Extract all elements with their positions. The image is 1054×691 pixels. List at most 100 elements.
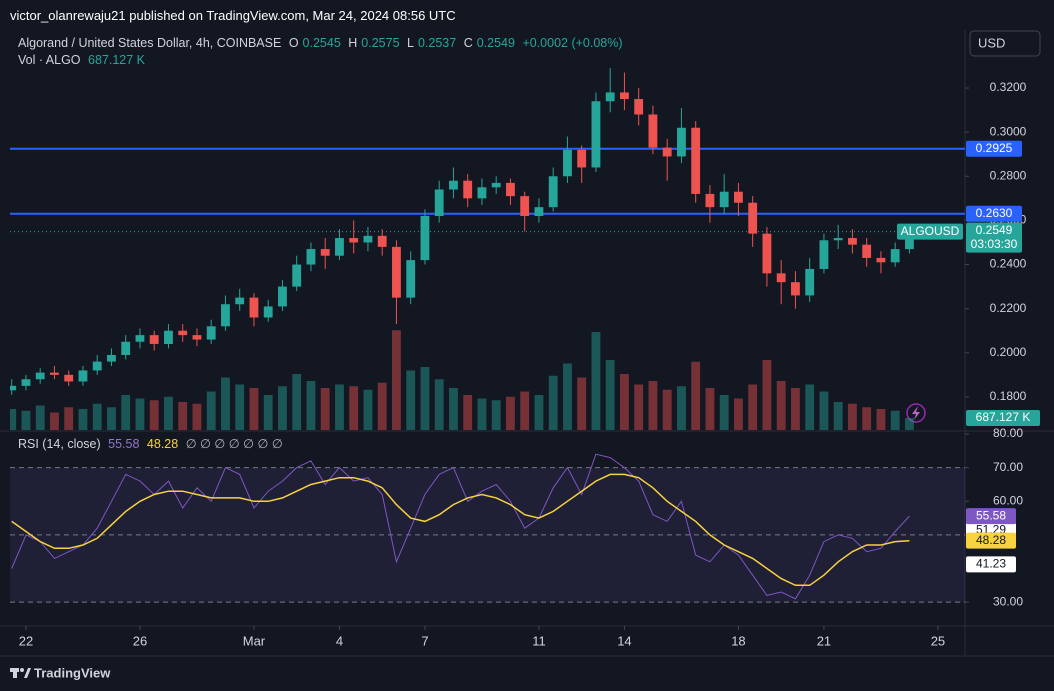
l-value: 0.2537	[417, 36, 457, 50]
volume-bar	[463, 395, 473, 430]
volume-bar	[64, 407, 74, 430]
o-value: 0.2545	[302, 36, 341, 50]
y-tick-label: 0.3000	[990, 124, 1027, 138]
volume-bar	[377, 382, 387, 430]
volume-bar	[691, 361, 701, 430]
candle-body	[420, 215, 430, 261]
c-value: 0.2549	[476, 36, 515, 50]
candle-body	[135, 335, 145, 342]
candle-body	[890, 249, 900, 263]
candle-body	[805, 268, 815, 296]
candle-body	[520, 196, 530, 216]
volume-bar	[776, 381, 786, 430]
volume-bar	[905, 417, 914, 430]
x-tick-label: 7	[421, 633, 428, 648]
candle-body	[819, 240, 829, 269]
candle-body	[705, 193, 715, 208]
candle-body	[292, 264, 302, 287]
rsi-value: 55.58	[108, 437, 140, 451]
candle-body	[64, 374, 74, 382]
volume-bar	[178, 402, 188, 430]
candle-body	[776, 273, 786, 283]
symbol-tag: ALGOUSD	[901, 224, 960, 238]
volume-bar	[392, 330, 401, 430]
candle-body	[449, 180, 458, 190]
x-tick-label: 11	[532, 633, 546, 648]
candle-body	[477, 187, 487, 199]
candle-body	[662, 147, 672, 157]
volume-bar	[805, 384, 815, 430]
candle-body	[10, 385, 17, 391]
volume-bar	[605, 360, 615, 430]
rsi-ma-label: 48.28	[976, 533, 1006, 547]
volume-bar	[449, 388, 458, 430]
candle-body	[78, 370, 88, 382]
l-label: L	[407, 36, 414, 50]
y-tick-label: 0.2400	[990, 257, 1027, 271]
candle-body	[491, 182, 501, 188]
level-label: 0.2925	[976, 141, 1013, 155]
y-tick-label: 0.2800	[990, 168, 1027, 182]
volume-bar	[734, 398, 743, 430]
volume-bar	[363, 389, 373, 430]
h-value: 0.2575	[361, 36, 400, 50]
currency-label[interactable]: USD	[978, 35, 1005, 50]
volume-bar	[135, 398, 145, 430]
rsi-y-tick-label: 30.00	[993, 594, 1023, 608]
candle-body	[406, 260, 416, 298]
candle-body	[92, 361, 102, 371]
volume-bar	[620, 374, 629, 430]
vol-value: 687.127 K	[88, 53, 146, 67]
volume-bar	[420, 367, 430, 430]
candle-body	[563, 149, 572, 177]
vol-label: Vol · ALGO	[18, 53, 81, 67]
candle-body	[263, 306, 273, 318]
volume-bar	[21, 410, 31, 430]
candle-body	[249, 297, 259, 318]
volume-bar	[10, 409, 17, 430]
candle-body	[548, 176, 558, 208]
candle-body	[691, 127, 701, 194]
symbol-tag-box	[897, 223, 963, 240]
alert-icon[interactable]	[906, 403, 926, 423]
rsi-ma-value: 48.28	[146, 437, 179, 451]
rsi-extra-label: 41.23	[976, 557, 1006, 571]
volume-bar	[192, 403, 202, 430]
candle-body	[164, 330, 173, 344]
candle-body	[634, 99, 644, 115]
candle-body	[506, 182, 515, 197]
candle-body	[221, 304, 230, 327]
volume-bar	[149, 400, 159, 430]
volume-bar	[833, 402, 843, 430]
candle-body	[648, 114, 658, 148]
volume-bar	[406, 370, 416, 430]
currency-button[interactable]	[969, 30, 1041, 57]
candle-body	[577, 149, 587, 168]
x-tick-label: 4	[336, 633, 343, 648]
volume-bar	[249, 388, 259, 430]
volume-bar	[876, 409, 886, 430]
x-tick-label: 26	[133, 633, 147, 648]
candle-body	[192, 335, 202, 340]
volume-bar	[563, 363, 572, 430]
candle-body	[349, 238, 359, 243]
countdown: 03:03:30	[971, 237, 1018, 251]
rsi-label: 55.58	[976, 508, 1006, 522]
x-tick-label: 22	[19, 633, 33, 648]
x-tick-label: 25	[931, 633, 945, 648]
volume-bar	[634, 384, 644, 430]
candle-body	[206, 326, 216, 340]
volume-label-box	[966, 409, 1040, 426]
candle-body	[178, 330, 188, 336]
volume-bar	[577, 377, 587, 430]
rsi-y-tick-label: 80.00	[993, 426, 1023, 440]
volume-label: 687.127 K	[976, 410, 1031, 424]
rsi-ma-label-box	[966, 532, 1016, 549]
candle-body	[605, 92, 615, 102]
rsi-placeholders: ∅ ∅ ∅ ∅ ∅ ∅ ∅	[185, 437, 283, 451]
candle-body	[833, 238, 843, 241]
candle-body	[278, 286, 287, 307]
